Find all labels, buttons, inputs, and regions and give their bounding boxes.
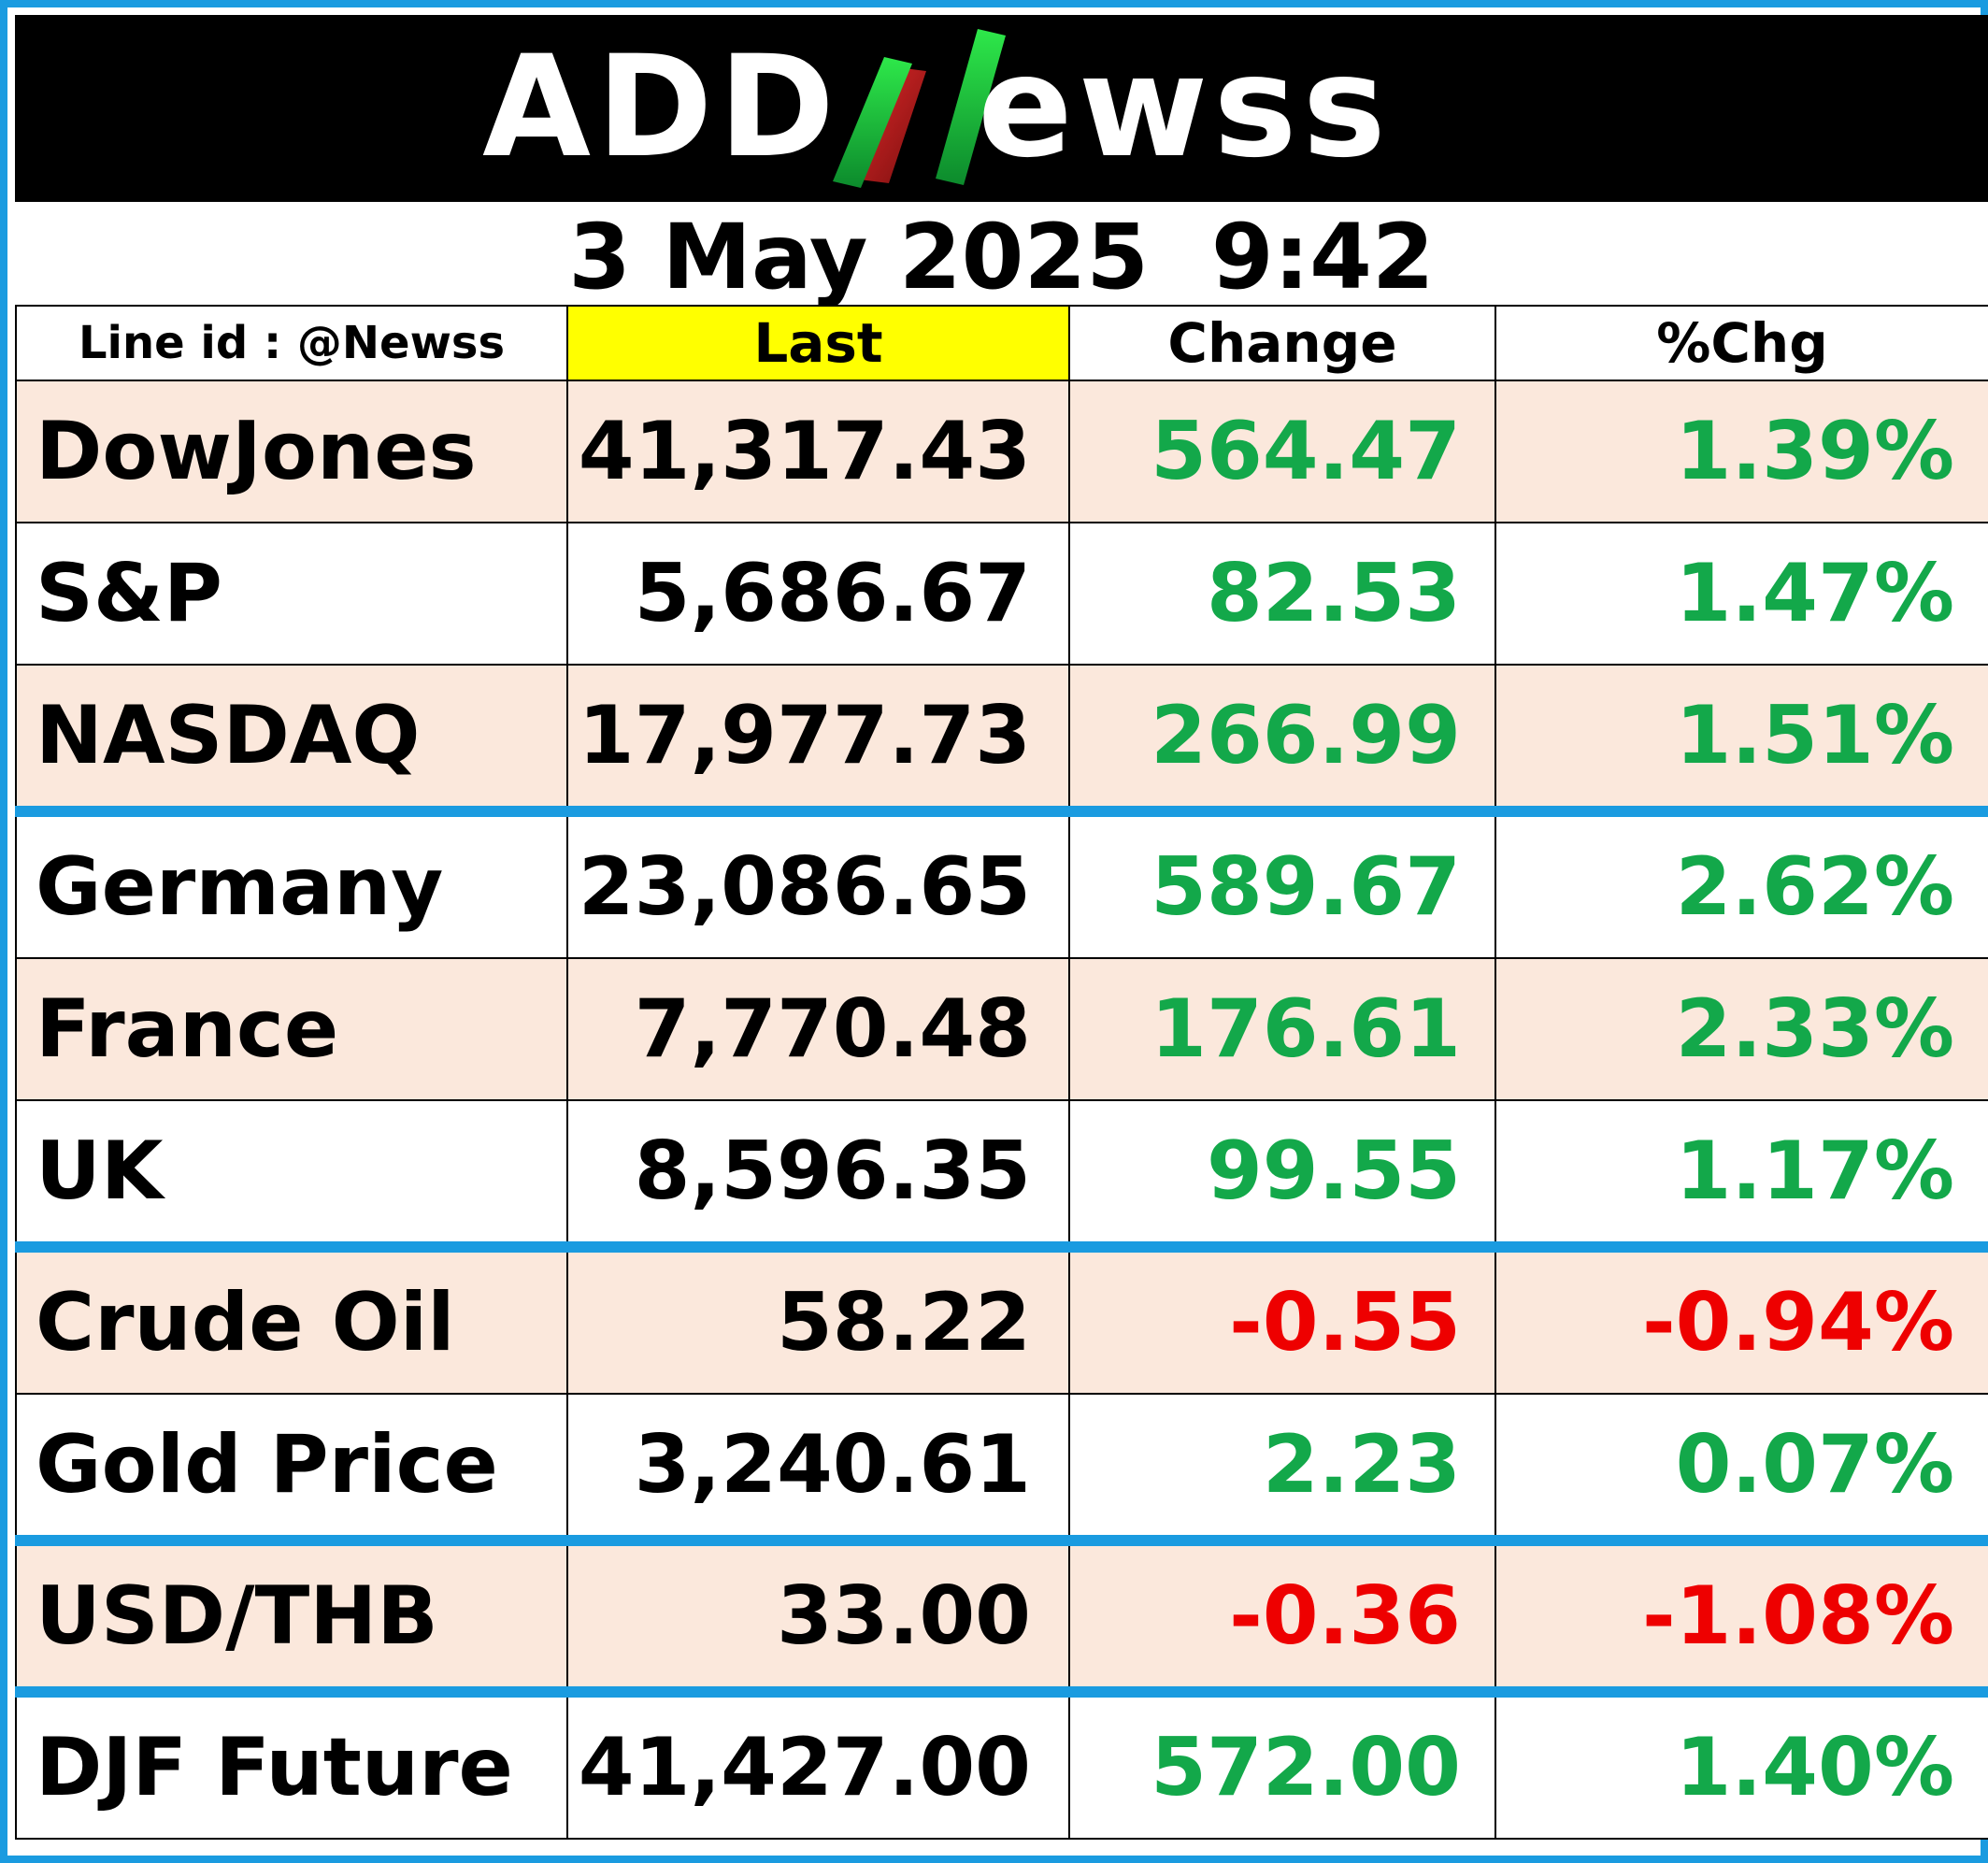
last-price: 33.00 xyxy=(566,1535,1070,1693)
change-column-header: Change xyxy=(1068,305,1496,381)
change-value: 266.99 xyxy=(1068,664,1496,812)
market-quotes-table: Line id : @Newss Last Change %Chg DowJon… xyxy=(15,305,1988,1840)
brand-header: ADD ewss xyxy=(15,15,1988,202)
table-row: Crude Oil 58.22 -0.55 -0.94% xyxy=(15,1241,1988,1395)
logo-ewss-text: ewss xyxy=(978,26,1392,189)
table-row: Gold Price 3,240.61 2.23 0.07% xyxy=(15,1393,1988,1541)
timestamp: 3 May 2025 9:42 xyxy=(15,202,1988,305)
change-value: -0.55 xyxy=(1068,1241,1496,1395)
table-row: NASDAQ 17,977.73 266.99 1.51% xyxy=(15,664,1988,812)
pct-change-value: 2.62% xyxy=(1495,806,1988,959)
change-value: 2.23 xyxy=(1068,1393,1496,1541)
pct-change-value: 0.07% xyxy=(1495,1393,1988,1541)
instrument-name: UK xyxy=(15,1099,568,1248)
table-row: UK 8,596.35 99.55 1.17% xyxy=(15,1099,1988,1248)
last-price: 3,240.61 xyxy=(566,1393,1070,1541)
instrument-name: Germany xyxy=(15,806,568,959)
change-value: 176.61 xyxy=(1068,957,1496,1101)
last-price: 41,427.00 xyxy=(566,1686,1070,1840)
pct-change-value: -1.08% xyxy=(1495,1535,1988,1693)
table-row: USD/THB 33.00 -0.36 -1.08% xyxy=(15,1535,1988,1693)
last-price: 23,086.65 xyxy=(566,806,1070,959)
logo-add-text: ADD xyxy=(482,26,840,189)
last-price: 17,977.73 xyxy=(566,664,1070,812)
table-row: France 7,770.48 176.61 2.33% xyxy=(15,957,1988,1101)
pct-change-value: 1.40% xyxy=(1495,1686,1988,1840)
instrument-name: DowJones xyxy=(15,380,568,523)
instrument-name: Crude Oil xyxy=(15,1241,568,1395)
logo-n-icon xyxy=(833,29,1006,188)
table-row: DowJones 41,317.43 564.47 1.39% xyxy=(15,380,1988,523)
pct-change-value: 2.33% xyxy=(1495,957,1988,1101)
table-row: S&P 5,686.67 82.53 1.47% xyxy=(15,522,1988,666)
instrument-name: DJF Future xyxy=(15,1686,568,1840)
pct-change-value: 1.47% xyxy=(1495,522,1988,666)
instrument-name: Gold Price xyxy=(15,1393,568,1541)
instrument-name: USD/THB xyxy=(15,1535,568,1693)
last-price: 5,686.67 xyxy=(566,522,1070,666)
last-column-header: Last xyxy=(566,305,1070,381)
instrument-name: France xyxy=(15,957,568,1101)
table-header-row: Line id : @Newss Last Change %Chg xyxy=(15,305,1988,381)
change-value: 572.00 xyxy=(1068,1686,1496,1840)
line-id-header: Line id : @Newss xyxy=(15,305,568,381)
change-value: 82.53 xyxy=(1068,522,1496,666)
addnewss-logo: ADD ewss xyxy=(482,26,1392,189)
pct-change-column-header: %Chg xyxy=(1495,305,1988,381)
last-price: 8,596.35 xyxy=(566,1099,1070,1248)
pct-change-value: -0.94% xyxy=(1495,1241,1988,1395)
pct-change-value: 1.39% xyxy=(1495,380,1988,523)
last-price: 41,317.43 xyxy=(566,380,1070,523)
change-value: 589.67 xyxy=(1068,806,1496,959)
pct-change-value: 1.51% xyxy=(1495,664,1988,812)
last-price: 58.22 xyxy=(566,1241,1070,1395)
change-value: 564.47 xyxy=(1068,380,1496,523)
table-row: Germany 23,086.65 589.67 2.62% xyxy=(15,806,1988,959)
change-value: 99.55 xyxy=(1068,1099,1496,1248)
instrument-name: S&P xyxy=(15,522,568,666)
table-row: DJF Future 41,427.00 572.00 1.40% xyxy=(15,1686,1988,1840)
last-price: 7,770.48 xyxy=(566,957,1070,1101)
change-value: -0.36 xyxy=(1068,1535,1496,1693)
pct-change-value: 1.17% xyxy=(1495,1099,1988,1248)
instrument-name: NASDAQ xyxy=(15,664,568,812)
